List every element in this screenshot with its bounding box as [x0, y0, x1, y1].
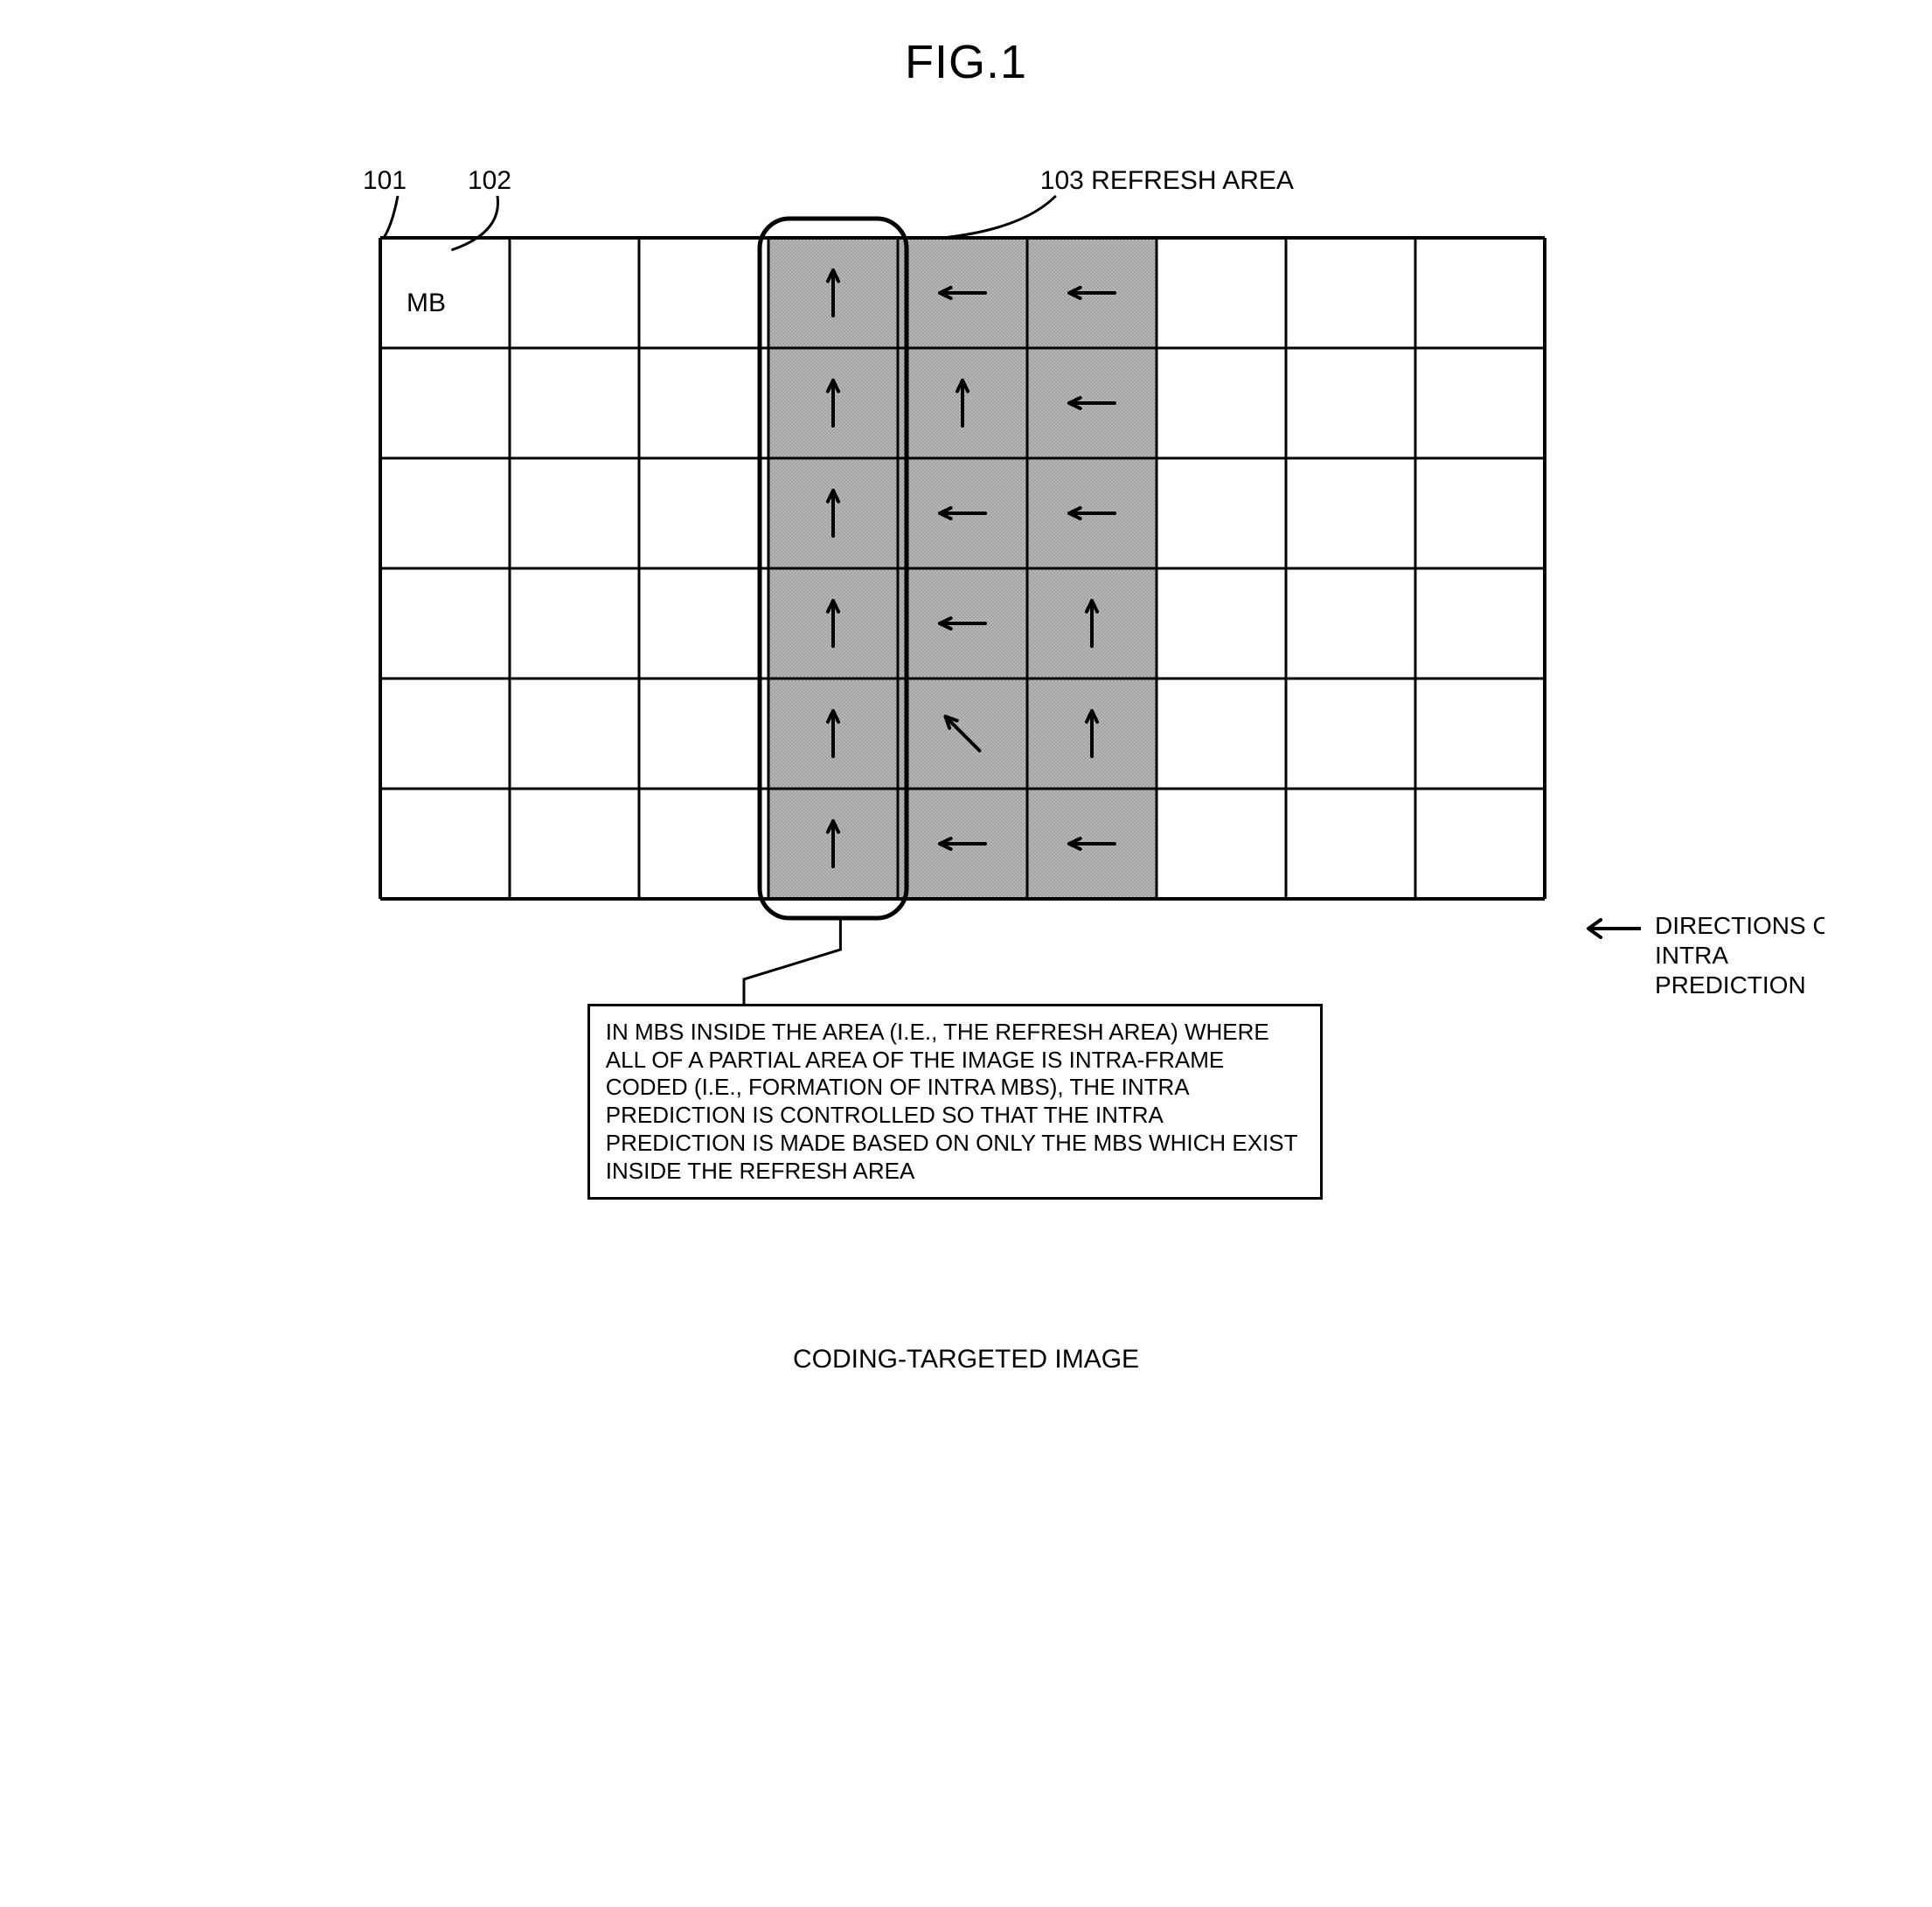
label-102: 102	[468, 166, 511, 195]
caption: CODING-TARGETED IMAGE	[328, 1345, 1604, 1375]
label-103: 103 REFRESH AREA	[1040, 166, 1294, 195]
figure-title: FIG.1	[328, 35, 1604, 89]
diagram-svg: 101 102 MB 103 REFRESH AREA DIRECTIONS OF INT…	[328, 150, 1824, 1056]
label-mb: MB	[407, 289, 446, 317]
label-directions: INTRA	[1655, 942, 1728, 969]
label-101: 101	[363, 166, 407, 195]
callout-leader	[744, 918, 840, 1004]
diagram-stage: 101102MB103 REFRESH AREADIRECTIONS OFINT…	[328, 150, 1604, 1056]
callout-text: IN MBS INSIDE THE AREA (I.E., THE REFRES…	[587, 1004, 1323, 1200]
label-directions: PREDICTION	[1655, 971, 1806, 999]
label-directions: DIRECTIONS OF	[1655, 912, 1824, 939]
